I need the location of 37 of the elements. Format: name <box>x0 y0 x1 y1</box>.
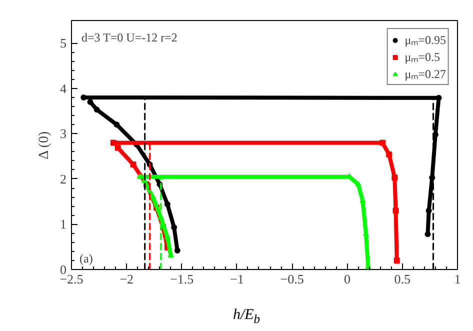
y-tick-label: 0 <box>60 262 66 277</box>
point <box>136 173 143 179</box>
x-tick-label: 0.5 <box>394 272 410 286</box>
point <box>130 161 136 168</box>
point <box>424 231 431 238</box>
x-tick-label: 0 <box>344 272 350 286</box>
point <box>436 94 442 101</box>
point <box>114 144 121 151</box>
point <box>355 181 362 186</box>
legend-label: μₘ=0.95 <box>404 32 446 48</box>
point <box>380 140 386 146</box>
y-axis-title: Δ (0) <box>37 131 52 160</box>
x-tick-label: 1 <box>454 272 461 286</box>
y-tick-label: 2 <box>60 171 66 186</box>
x-tick-label: −1 <box>230 272 244 286</box>
point <box>392 174 398 181</box>
y-tick-label: 1 <box>60 216 66 232</box>
annotation: (a) <box>80 252 93 266</box>
point <box>114 122 120 128</box>
point <box>94 106 100 113</box>
x-tick-label: −0.5 <box>280 272 304 286</box>
y-tick-label: 3 <box>60 126 66 142</box>
point <box>394 257 400 264</box>
point <box>150 194 156 200</box>
annotation: d=3 T=0 U=-12 r=2 <box>82 30 178 44</box>
legend-label: μₘ=0.5 <box>404 49 440 65</box>
y-tick-label: 4 <box>60 80 67 96</box>
x-tick-label: −2 <box>120 272 134 286</box>
point <box>164 201 170 208</box>
point <box>171 224 178 230</box>
point <box>392 208 399 214</box>
legend-label: μₘ=0.27 <box>404 66 446 82</box>
point <box>110 140 116 146</box>
x-tick-label: −1.5 <box>170 272 194 286</box>
point <box>386 152 392 158</box>
y-tick-label: 5 <box>60 36 66 51</box>
x-axis-title: h/E$_{b}$ <box>232 306 260 328</box>
